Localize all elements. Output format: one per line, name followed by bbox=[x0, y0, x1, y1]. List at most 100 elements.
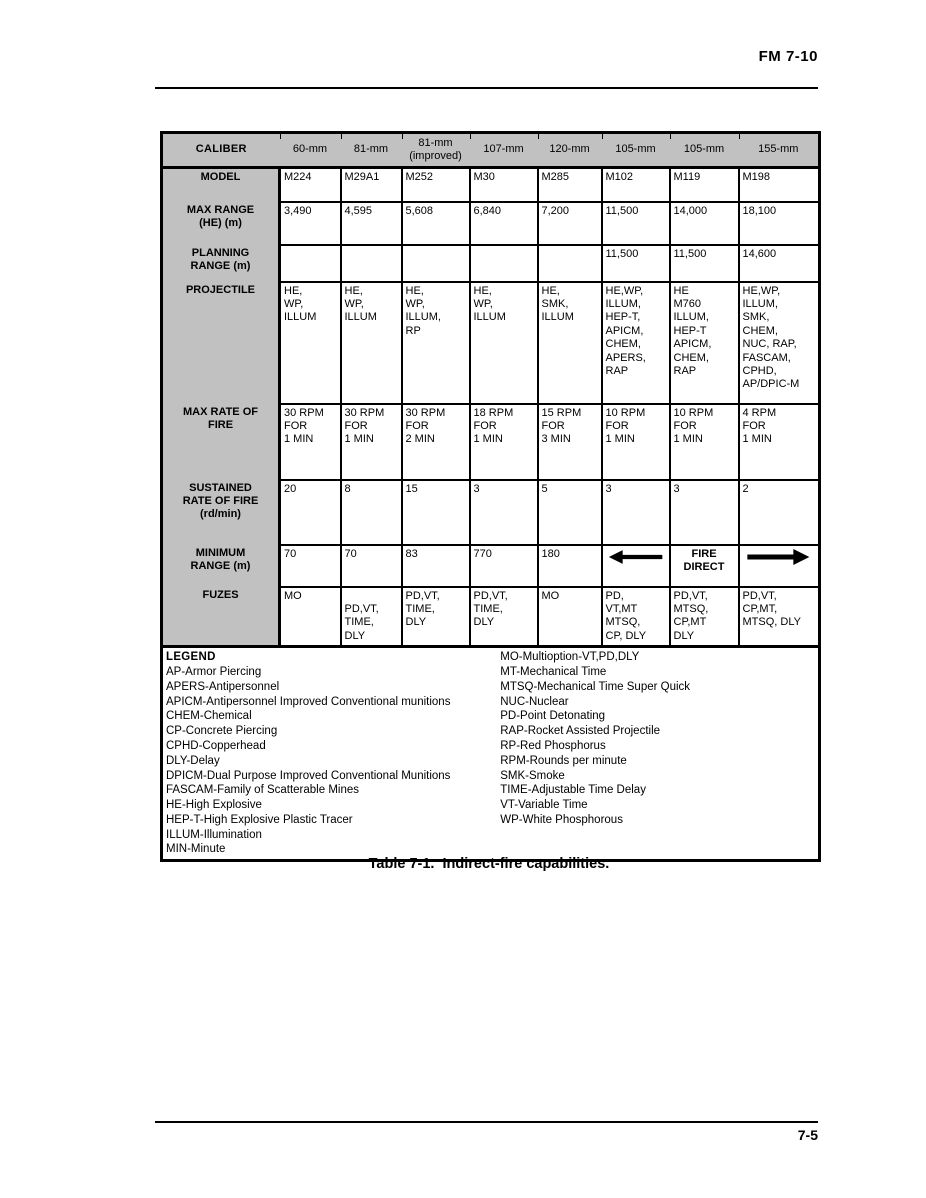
legend-right-column: MO-Multioption-VT,PD,DLY MT-Mechanical Ti… bbox=[500, 650, 815, 857]
table-cell bbox=[468, 243, 539, 283]
legend-entry: MO-Multioption-VT,PD,DLY bbox=[500, 651, 640, 664]
table-cell bbox=[536, 243, 603, 283]
table-cell: 5,608 bbox=[400, 200, 471, 246]
legend: LEGEND AP-Armor Piercing APERS-Antipersonn… bbox=[161, 645, 820, 861]
legend-entry: CP-Concrete Piercing bbox=[166, 725, 278, 738]
table-cell: M198 bbox=[737, 166, 821, 203]
table-cell: 180 bbox=[536, 543, 603, 588]
table-cell: 11,500 bbox=[668, 243, 740, 283]
legend-entry: MTSQ-Mechanical Time Super Quick bbox=[500, 680, 691, 693]
caliber-column-header: 105-mm bbox=[601, 132, 670, 169]
legend-entry: DPICM-Dual Purpose Improved Conventional… bbox=[166, 769, 451, 782]
legend-entry: MT-Mechanical Time bbox=[500, 665, 607, 678]
table-cell: HE,WP, ILLUM, HEP-T, APICM, CHEM, APERS,… bbox=[600, 280, 671, 405]
row-label: MAX RANGE (HE) (m) bbox=[161, 201, 281, 245]
table-cell: 83 bbox=[400, 543, 471, 588]
legend-entry: HE-High Explosive bbox=[166, 799, 262, 812]
table-cell: 18 RPM FOR 1 MIN bbox=[468, 402, 539, 481]
legend-entry: TIME-Adjustable Time Delay bbox=[500, 784, 646, 797]
legend-entry: DLY-Delay bbox=[166, 754, 220, 767]
table-cell: HE, WP, ILLUM, RP bbox=[400, 280, 471, 405]
row-label: PLANNING RANGE (m) bbox=[161, 244, 281, 282]
table-cell: 3 bbox=[600, 478, 671, 546]
legend-entry: AP-Armor Piercing bbox=[166, 665, 262, 678]
legend-entry: WP-White Phosphorous bbox=[500, 813, 623, 826]
legend-entry: SMK-Smoke bbox=[500, 769, 565, 782]
table-cell: HE, WP, ILLUM bbox=[468, 280, 539, 405]
caliber-column-header: 105-mm bbox=[669, 132, 739, 169]
table-cell: HE,WP, ILLUM, SMK, CHEM, NUC, RAP, FASCA… bbox=[737, 280, 821, 405]
table-cell: M102 bbox=[600, 166, 671, 203]
table-cell: M252 bbox=[400, 166, 471, 203]
legend-entry: CHEM-Chemical bbox=[166, 710, 252, 723]
table-cell bbox=[278, 243, 342, 283]
legend-entry: RP-Red Phosphorus bbox=[500, 739, 606, 752]
table-row: PLANNING RANGE (m) 11,500 11,500 14,600 bbox=[161, 243, 821, 283]
table-cell: PD,VT, TIME, DLY bbox=[468, 585, 539, 648]
legend-entry: PD-Point Detonating bbox=[500, 710, 606, 723]
table-cell: PD,VT, MTSQ, CP,MT DLY bbox=[668, 585, 740, 648]
legend-entry: NUC-Nuclear bbox=[500, 695, 569, 708]
table-cell: 30 RPM FOR 1 MIN bbox=[339, 402, 403, 481]
legend-entry: RPM-Rounds per minute bbox=[500, 754, 627, 767]
legend-left-column: LEGEND AP-Armor Piercing APERS-Antipersonn… bbox=[166, 650, 500, 857]
table-cell bbox=[600, 543, 671, 588]
table-cell: 3,490 bbox=[278, 200, 342, 246]
table-cell: PD,VT, CP,MT, MTSQ, DLY bbox=[737, 585, 821, 648]
table-cell: 6,840 bbox=[468, 200, 539, 246]
legend-title: LEGEND bbox=[166, 651, 216, 664]
footer-rule bbox=[155, 1121, 818, 1123]
table-cell: PD, VT,MT MTSQ, CP, DLY bbox=[600, 585, 671, 648]
indirect-fire-capabilities-table: CALIBER 60-mm 81-mm 81-mm (improved) 107-mm 1… bbox=[160, 131, 821, 863]
table-cell: MO bbox=[536, 585, 603, 648]
table-cell: M285 bbox=[536, 166, 603, 203]
legend-entry: APERS-Antipersonnel bbox=[166, 680, 280, 693]
row-label: SUSTAINED RATE OF FIRE (rd/min) bbox=[161, 479, 281, 545]
legend-entry: APICM-Antipersonnel Improved Conventiona… bbox=[166, 695, 451, 708]
table-cell: 70 bbox=[278, 543, 342, 588]
table-cell: 30 RPM FOR 1 MIN bbox=[278, 402, 342, 481]
table-row: MODEL M224 M29A1 M252 M30 M285 M102 M119 M198 bbox=[161, 166, 821, 203]
caliber-column-header: 107-mm bbox=[469, 132, 538, 169]
table-cell: FIRE DIRECT bbox=[668, 543, 740, 588]
table-cell: 4 RPM FOR 1 MIN bbox=[737, 402, 821, 481]
table-cell: M30 bbox=[468, 166, 539, 203]
table-row: MAX RATE OF FIRE 30 RPM FOR 1 MIN 30 RPM F… bbox=[161, 402, 821, 481]
legend-row: LEGEND AP-Armor Piercing APERS-Antipersonn… bbox=[161, 645, 820, 861]
table-cell: 11,500 bbox=[600, 200, 671, 246]
caliber-header-cell: CALIBER bbox=[161, 132, 280, 169]
table-row: FUZES MO PD,VT, TIME, DLY PD,VT, TIME, DLY… bbox=[161, 585, 821, 648]
table-row: MAX RANGE (HE) (m) 3,490 4,595 5,608 6,840 7,… bbox=[161, 200, 821, 246]
table-cell: HE, WP, ILLUM bbox=[339, 280, 403, 405]
caliber-column-header: 155-mm bbox=[738, 132, 820, 169]
legend-entry: HEP-T-High Explosive Plastic Tracer bbox=[166, 813, 353, 826]
legend-entry: FASCAM-Family of Scatterable Mines bbox=[166, 784, 360, 797]
table-cell: 10 RPM FOR 1 MIN bbox=[600, 402, 671, 481]
table-cell: 15 bbox=[400, 478, 471, 546]
table-cell: 18,100 bbox=[737, 200, 821, 246]
table-cell: 11,500 bbox=[600, 243, 671, 283]
table-cell: 14,000 bbox=[668, 200, 740, 246]
doc-reference: FM 7-10 bbox=[758, 48, 818, 65]
header-rule bbox=[155, 87, 818, 89]
legend-entry: RAP-Rocket Assisted Projectile bbox=[500, 725, 661, 738]
legend-entry: ILLUM-Illumination bbox=[166, 828, 262, 841]
table-cell: HE, SMK, ILLUM bbox=[536, 280, 603, 405]
legend-entry: MIN-Minute bbox=[166, 843, 226, 856]
table-caption: Table 7-1. Indirect-fire capabilities. bbox=[368, 856, 610, 872]
table-cell bbox=[339, 243, 403, 283]
table-cell: 8 bbox=[339, 478, 403, 546]
table-cell: 3 bbox=[668, 478, 740, 546]
table-cell: 4,595 bbox=[339, 200, 403, 246]
table-cell: 10 RPM FOR 1 MIN bbox=[668, 402, 740, 481]
table-row: MINIMUM RANGE (m) 70 70 83 770 180 FIRE DIRECT bbox=[161, 543, 821, 588]
table-cell: 70 bbox=[339, 543, 403, 588]
direct-fire-arrow-right-icon bbox=[747, 548, 810, 565]
table-cell: 2 bbox=[737, 478, 821, 546]
page-number: 7-5 bbox=[797, 1127, 818, 1143]
table-cell: PD,VT, TIME, DLY bbox=[400, 585, 471, 648]
table-cell: 3 bbox=[468, 478, 539, 546]
table-cell: 15 RPM FOR 3 MIN bbox=[536, 402, 603, 481]
table-cell: M29A1 bbox=[339, 166, 403, 203]
legend-entry: VT-Variable Time bbox=[500, 799, 588, 812]
